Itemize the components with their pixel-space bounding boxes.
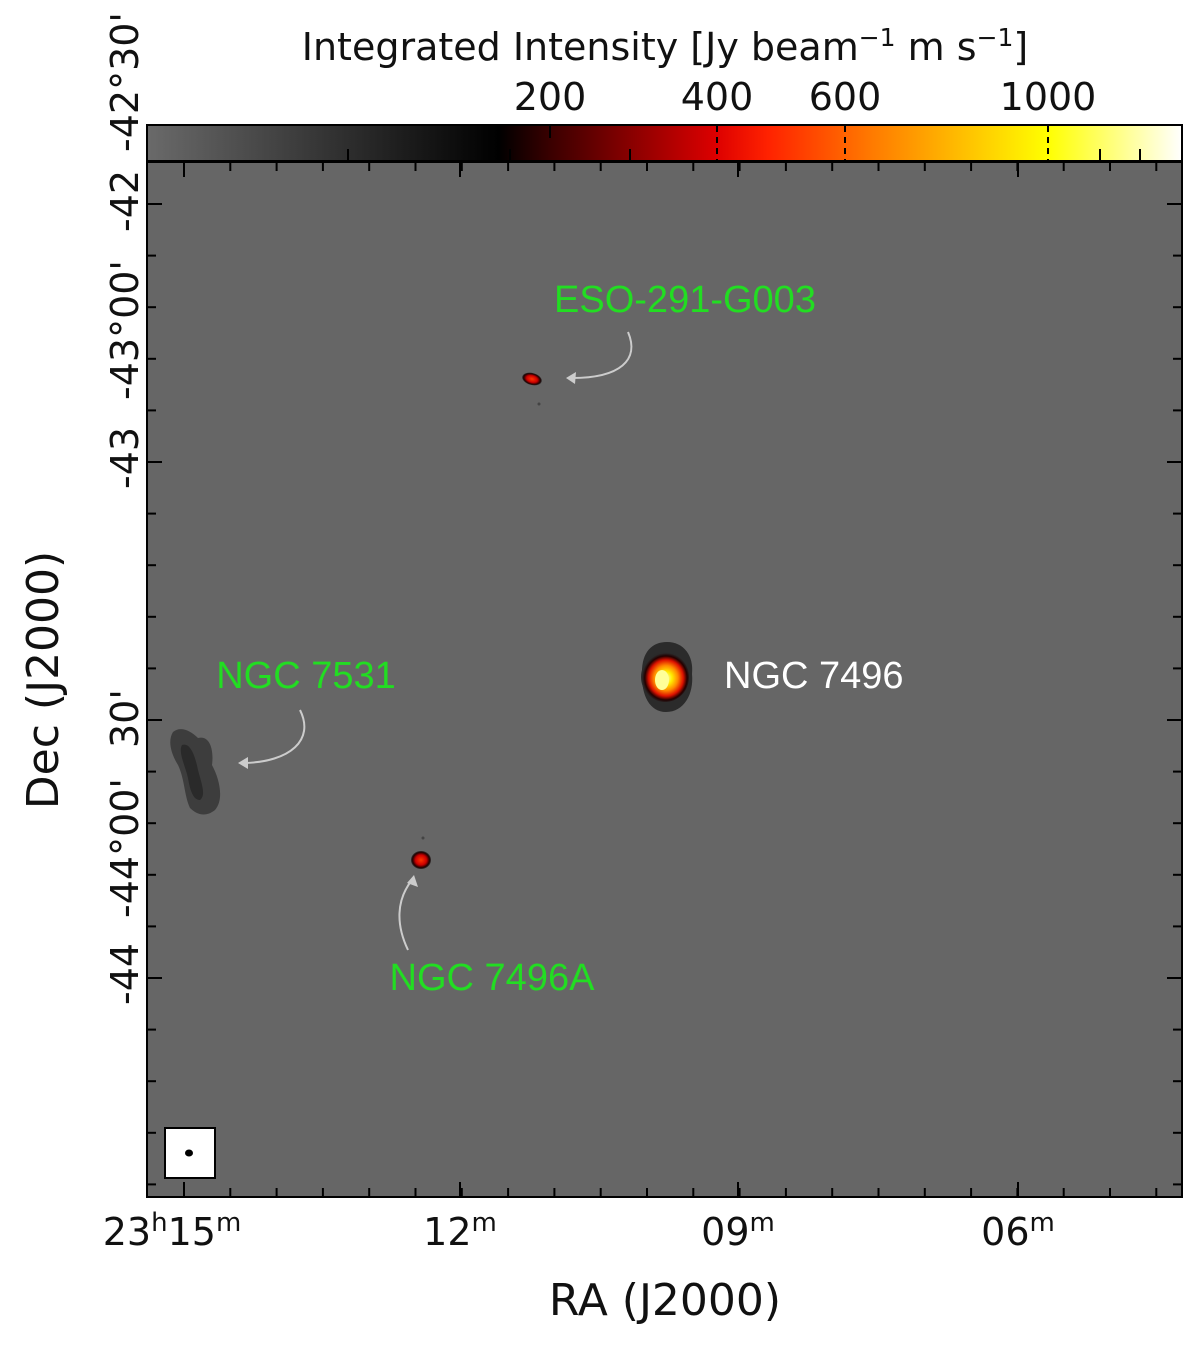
colorbar-tick-label: 600: [809, 75, 882, 119]
colorbar: Integrated Intensity [Jy beam−1 m s−1] 2…: [146, 23, 1183, 162]
beam-ellipse: [185, 1149, 193, 1157]
galaxy-ngc7496a: [411, 836, 431, 869]
dec-tick-label: -43°00': [103, 260, 147, 400]
arrow-ngc7531: [243, 709, 306, 764]
dec-tick-label: -44: [103, 943, 147, 1005]
ra-tick-label: 23h15m: [103, 1208, 242, 1254]
dec-tick-label: -42: [103, 170, 147, 232]
galaxy-ngc7531: [170, 729, 221, 815]
axis-ticks: [147, 162, 1182, 1197]
label-eso291: ESO-291-G003: [554, 279, 816, 321]
dec-axis-title: Dec (J2000): [18, 551, 69, 809]
colorbar-tick-label: 400: [681, 75, 754, 119]
arrow-ngc7496a: [398, 879, 413, 951]
colorbar-tick-label: 200: [514, 75, 587, 119]
ra-tick-label: 12m: [423, 1208, 497, 1254]
ra-tick-label: 09m: [701, 1208, 775, 1254]
ra-tick-label: 06m: [981, 1208, 1055, 1254]
dec-tick-top: -42°30': [103, 12, 147, 152]
label-ngc7531: NGC 7531: [216, 655, 396, 697]
galaxy-eso291: [522, 372, 542, 406]
dec-tick-label: 30': [103, 689, 147, 748]
dec-tick-label: -44°00': [103, 778, 147, 918]
arrow-eso291: [571, 331, 633, 379]
colorbar-tick-label: 1000: [1000, 75, 1097, 119]
label-ngc7496a: NGC 7496A: [390, 957, 596, 999]
image-panel: ESO-291-G003 NGC 7496 NGC 7531 NGC 7496A: [146, 161, 1183, 1198]
annotation-arrows: [243, 331, 633, 951]
ra-axis-title: RA (J2000): [549, 1275, 781, 1326]
arrow-heads: [238, 372, 576, 887]
galaxy-ngc7496: [641, 642, 693, 712]
label-ngc7496: NGC 7496: [724, 655, 904, 697]
colorbar-title: Integrated Intensity [Jy beam−1 m s−1]: [302, 23, 1029, 69]
colorbar-gradient: [146, 124, 1183, 162]
dec-tick-label: -43: [103, 427, 147, 489]
